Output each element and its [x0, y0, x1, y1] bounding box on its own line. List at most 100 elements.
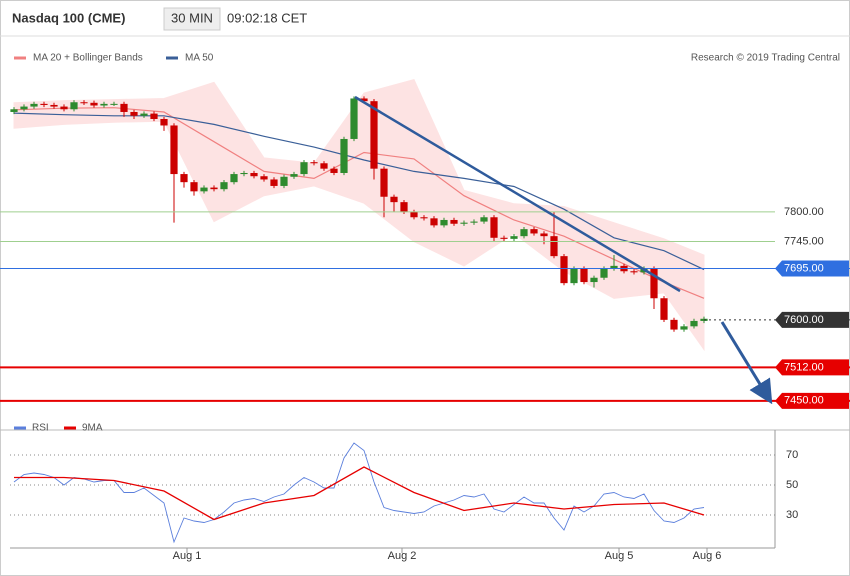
legend-label: RSI [32, 423, 49, 434]
x-tick-label: Aug 1 [173, 550, 202, 562]
candle-body [180, 174, 188, 183]
candle-body [670, 319, 678, 330]
rsi-line [13, 442, 705, 544]
candle-body [510, 236, 518, 239]
candle-body [170, 125, 178, 175]
candle-body [550, 236, 558, 257]
candle-body [280, 176, 288, 186]
candle-body [560, 256, 568, 284]
candle-body [80, 102, 88, 104]
candle-body [450, 219, 458, 224]
time: 09:02:18 CET [227, 10, 307, 25]
candle-body [610, 265, 618, 269]
bollinger-band [13, 79, 705, 352]
candle-body [190, 182, 198, 192]
candle-body [10, 109, 18, 112]
candle-body [380, 168, 388, 197]
candle-body [530, 229, 538, 234]
level-label: 7450.00 [784, 395, 824, 407]
candle-body [230, 174, 238, 183]
candle-body [90, 102, 98, 106]
candle-body [300, 162, 308, 175]
candle-body [330, 168, 338, 173]
candle-body [370, 101, 378, 169]
candle-body [260, 176, 268, 180]
legend-label: 9MA [82, 423, 103, 434]
legend-label: MA 20 + Bollinger Bands [33, 53, 143, 64]
moving-average [13, 112, 705, 271]
candle-body [240, 172, 248, 175]
candle-body [520, 229, 528, 237]
candle-body [50, 104, 58, 107]
forecast-arrow [720, 321, 773, 405]
candle-body [130, 111, 138, 116]
y-tick-label: 70 [786, 449, 798, 461]
candle-body [60, 106, 68, 110]
level-box [775, 359, 849, 376]
candle-body [420, 217, 428, 219]
trend-line [354, 95, 681, 293]
candle-body [70, 102, 78, 110]
candle-body [470, 221, 478, 223]
y-tick-label: 50 [786, 479, 798, 491]
x-tick-label: Aug 2 [388, 550, 417, 562]
level-label: 7800.00 [784, 206, 824, 218]
level-label: 7695.00 [784, 262, 824, 274]
credit: Research © 2019 Trading Central [691, 53, 840, 64]
candle-body [480, 217, 488, 222]
candle-body [160, 118, 168, 126]
rsi-line [14, 466, 705, 521]
candle-body [590, 277, 598, 283]
candle-body [350, 98, 358, 139]
candle-body [140, 113, 148, 116]
candle-body [120, 103, 128, 112]
candle-body [210, 187, 218, 190]
legend-label: MA 50 [185, 53, 214, 64]
candle-body [100, 103, 108, 106]
candle-body [650, 268, 658, 299]
candle-body [30, 103, 38, 107]
candle-body [390, 196, 398, 203]
interval: 30 MIN [171, 10, 213, 25]
level-label: 7512.00 [784, 361, 824, 373]
level-box [775, 392, 849, 409]
candle-body [440, 219, 448, 226]
candle-body [290, 174, 298, 177]
candle-body [690, 320, 698, 327]
candle-body [270, 179, 278, 186]
candle-body [460, 222, 468, 224]
level-label: 7745.00 [784, 235, 824, 247]
moving-average [13, 107, 705, 299]
level-box [775, 260, 849, 277]
candle-body [630, 271, 638, 273]
candle-body [540, 233, 548, 237]
candle-body [20, 106, 28, 110]
candle-body [360, 98, 368, 102]
candle-body [220, 182, 228, 190]
candle-body [660, 298, 668, 320]
candle-body [570, 268, 578, 284]
candle-body [320, 163, 328, 169]
level-box [775, 311, 849, 328]
candle-body [250, 172, 258, 177]
candle-body [340, 138, 348, 173]
x-tick-label: Aug 6 [693, 550, 722, 562]
candle-body [410, 211, 418, 218]
candle-body [150, 113, 158, 119]
candle-body [600, 268, 608, 278]
candle-body [110, 103, 118, 105]
candle-body [40, 103, 48, 105]
candle-body [310, 162, 318, 164]
interval-box [163, 7, 221, 31]
y-tick-label: 30 [786, 509, 798, 521]
x-tick-label: Aug 5 [605, 550, 634, 562]
candle-body [680, 326, 688, 330]
candle-body [400, 202, 408, 212]
candle-body [490, 217, 498, 238]
candle-body [500, 237, 508, 239]
candle-body [430, 218, 438, 226]
level-label: 7600.00 [784, 314, 824, 326]
title: Nasdaq 100 (CME) [12, 10, 125, 25]
